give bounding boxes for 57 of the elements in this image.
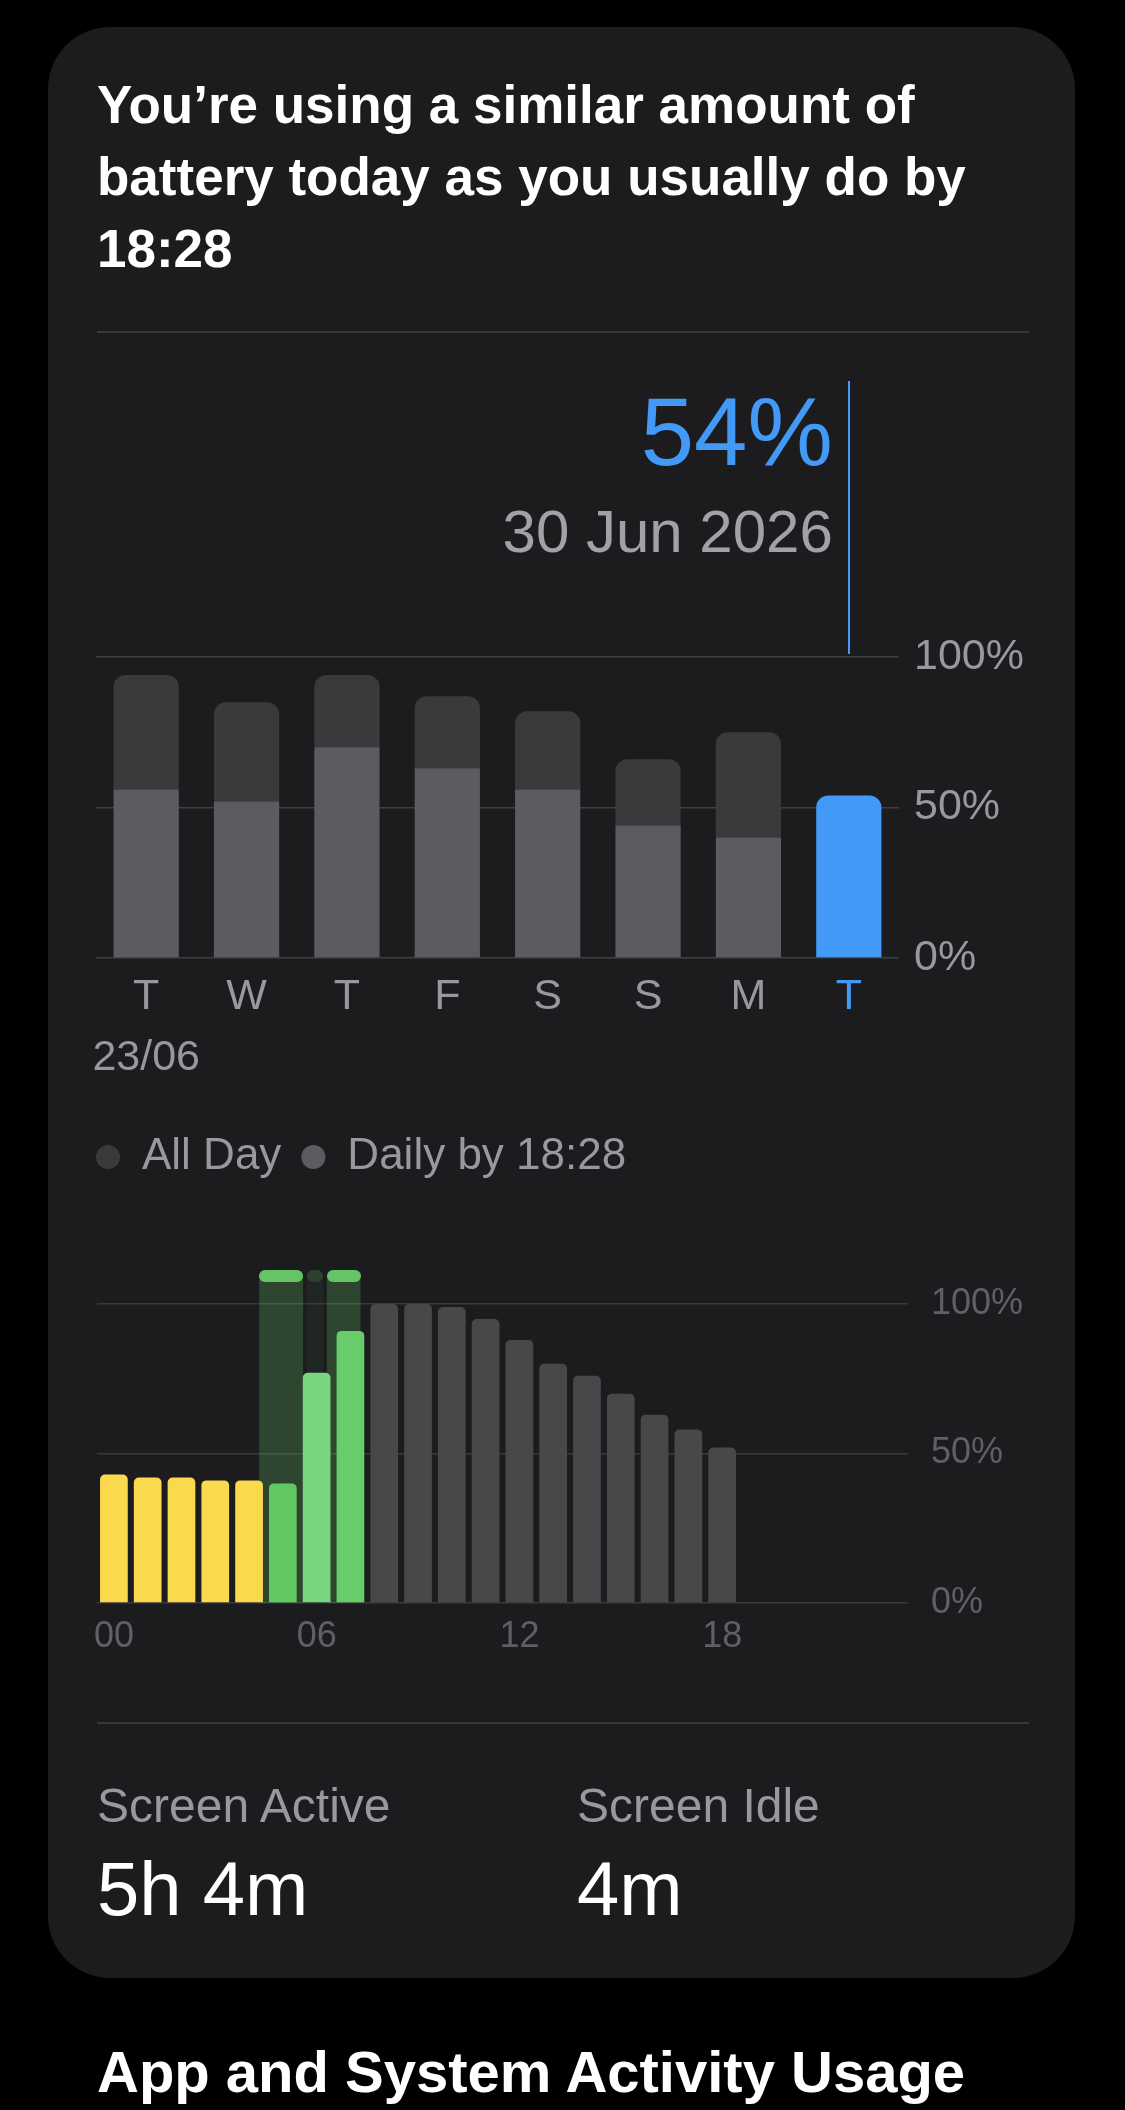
bar (113, 675, 179, 790)
text: Screen Active (97, 1778, 391, 1834)
y-tick-label: 100% (931, 1280, 1024, 1322)
bar (674, 1429, 703, 1603)
y-tick-label: 0% (931, 1579, 984, 1621)
bar (167, 1477, 196, 1603)
bar (370, 1304, 399, 1603)
bar (515, 711, 581, 790)
bar (213, 801, 280, 958)
text: 30 Jun 2026 (502, 498, 833, 566)
bar (539, 1363, 568, 1603)
bar (515, 789, 581, 958)
x-tick-label: 06 (296, 1613, 337, 1655)
text: 5h 4m (97, 1845, 309, 1933)
bar (708, 1447, 736, 1603)
x-tick-label: S (633, 970, 663, 1019)
text: Screen Idle (577, 1778, 820, 1834)
x-tick-label: T (333, 970, 361, 1019)
x-tick-label: 12 (499, 1613, 540, 1655)
legend-label: All Day (142, 1129, 282, 1179)
x-tick-label: W (226, 970, 268, 1019)
bar (404, 1304, 432, 1603)
bar (133, 1477, 162, 1603)
bar (113, 789, 179, 958)
text: 4m (577, 1845, 683, 1933)
bar (437, 1306, 466, 1603)
x-tick-label: S (533, 970, 563, 1019)
bar (269, 1483, 297, 1603)
y-tick-label: 0% (914, 930, 977, 979)
x-tick-label: 18 (702, 1613, 743, 1655)
bar (640, 1414, 669, 1603)
y-tick-label: 100% (914, 629, 1024, 678)
bar (414, 696, 480, 769)
bar (213, 702, 280, 802)
bar (816, 795, 882, 958)
y-tick-label: 50% (914, 780, 1001, 829)
bar (715, 837, 782, 958)
x-tick-label: M (730, 970, 767, 1019)
bar (314, 675, 380, 748)
text: 54% (640, 378, 833, 486)
x-tick-label: 00 (93, 1613, 134, 1655)
legend-label: Daily by 18:28 (347, 1129, 627, 1179)
bar (615, 825, 681, 958)
bar (471, 1318, 500, 1603)
x-tick-label: F (434, 970, 461, 1019)
bar (100, 1474, 128, 1603)
bar (606, 1393, 635, 1603)
bar (505, 1339, 534, 1603)
bar (314, 747, 380, 958)
x-tick-label: T (835, 970, 862, 1019)
bar (414, 768, 480, 958)
y-tick-label: 50% (931, 1430, 1004, 1472)
bar (201, 1480, 230, 1603)
text: App and System Activity Usage (97, 2039, 967, 2104)
x-tick-label: T 23/06 (92, 970, 200, 1080)
chart-title: You’re using a similar amount of battery today as you usually do by 18:28 (97, 74, 967, 280)
bar (573, 1375, 601, 1603)
